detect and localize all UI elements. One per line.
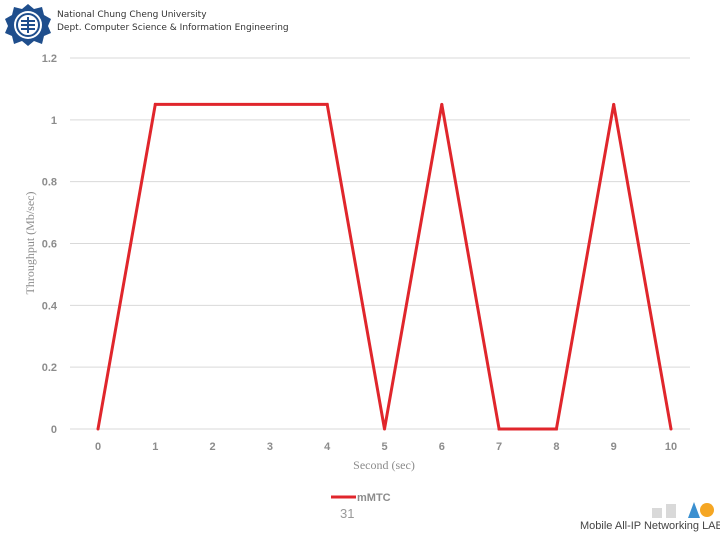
data-point — [325, 102, 329, 106]
y-tick-label: 0 — [51, 424, 57, 436]
y-tick-label: 0.8 — [42, 177, 57, 189]
y-tick-labels: 0 0.2 0.4 0.6 0.8 1 1.2 — [42, 53, 58, 436]
x-tick-label: 5 — [381, 441, 387, 453]
data-point — [612, 102, 616, 106]
y-tick-label: 1.2 — [42, 53, 57, 65]
page-number: 31 — [340, 506, 355, 521]
x-tick-label: 8 — [553, 441, 559, 453]
series-line-mmtc — [96, 102, 673, 431]
x-tick-label: 3 — [267, 441, 273, 453]
department-name: Dept. Computer Science & Information Eng… — [57, 23, 289, 33]
data-point — [383, 427, 386, 431]
y-tick-label: 0.6 — [42, 239, 57, 251]
x-tick-label: 0 — [95, 441, 101, 453]
data-point — [554, 427, 558, 431]
x-tick-label: 4 — [324, 441, 331, 453]
lab-name: Mobile All-IP Networking LAB — [580, 520, 720, 532]
x-tick-labels: 0 1 2 3 4 5 6 7 8 9 10 — [95, 441, 677, 453]
y-tick-label: 0.2 — [42, 362, 57, 374]
y-tick-label: 1 — [51, 115, 57, 127]
x-tick-label: 6 — [439, 441, 445, 453]
x-tick-label: 2 — [210, 441, 216, 453]
gridlines — [70, 57, 690, 430]
data-point — [497, 427, 501, 431]
data-point — [440, 102, 444, 106]
data-point — [153, 102, 157, 106]
university-name: National Chung Cheng University — [57, 10, 207, 20]
x-tick-label: 7 — [496, 441, 502, 453]
x-tick-label: 1 — [152, 441, 158, 453]
legend: mMTC — [331, 492, 391, 504]
slide-header: National Chung Cheng University Dept. Co… — [0, 0, 720, 48]
data-point — [669, 427, 673, 431]
series-layer — [96, 102, 673, 431]
lab-logo-icon — [652, 502, 714, 518]
legend-label-mmtc: mMTC — [357, 492, 391, 504]
university-logo-icon — [5, 4, 51, 46]
x-axis-title: Second (sec) — [353, 458, 415, 472]
data-point — [96, 427, 100, 431]
x-tick-label: 9 — [611, 441, 617, 453]
y-axis-title: Throughput (Mb/sec) — [23, 192, 37, 295]
university-text: National Chung Cheng University Dept. Co… — [57, 9, 289, 35]
y-tick-label: 0.4 — [42, 300, 58, 312]
x-tick-label: 10 — [665, 441, 677, 453]
